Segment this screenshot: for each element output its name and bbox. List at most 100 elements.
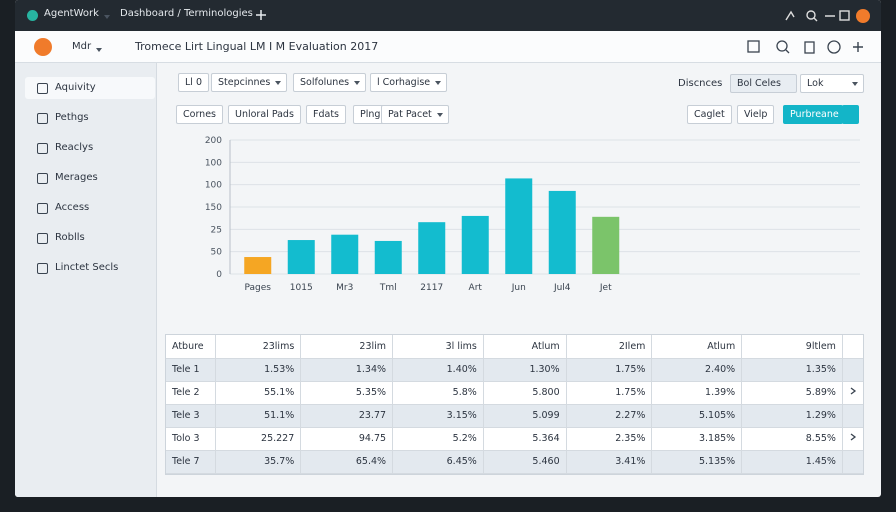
row-action[interactable] <box>842 427 863 451</box>
x-tick-label: Mr3 <box>336 283 353 293</box>
table-cell: Atlum <box>483 335 567 359</box>
table-cell: 1.45% <box>741 450 843 474</box>
bar <box>461 215 489 274</box>
filter-button[interactable]: Solfolunes <box>293 73 367 92</box>
sidebar-item[interactable]: Linctet Secls <box>25 257 155 279</box>
table-cell: Atbure <box>166 335 217 359</box>
sidebar-item[interactable]: Merages <box>25 167 155 189</box>
data-table: Atbure 23lims 23lim 3l lims Atlum 2Ilem Atlum 9… <box>166 335 863 474</box>
row-action <box>842 335 863 359</box>
action-button[interactable]: Caglet <box>687 105 732 124</box>
table-cell: 23lim <box>300 335 394 359</box>
screen: AgentWork Dashboard / Terminologies Mdr … <box>15 0 881 497</box>
row-action[interactable] <box>842 381 863 405</box>
table-cell: Atlum <box>651 335 743 359</box>
table-cell: 5.89% <box>741 381 843 405</box>
bar <box>548 190 576 274</box>
action-button[interactable]: Cornes <box>176 105 223 124</box>
table-cell: 55.1% <box>215 381 302 405</box>
filter-button[interactable]: l Corhagise <box>370 73 448 92</box>
y-tick-label: 200 <box>205 136 222 146</box>
sidebar: Aquivity Pethgs Reaclys Merages Access Roblls… <box>15 63 157 497</box>
table-cell: 5.105% <box>651 404 743 428</box>
x-tick-label: Tml <box>379 283 397 293</box>
table-cell: 9ltlem <box>741 335 843 359</box>
table-cell: 1.29% <box>741 404 843 428</box>
table-cell: Tele 2 <box>166 381 217 405</box>
table-cell: 3.185% <box>651 427 743 451</box>
x-tick-label: Pages <box>245 283 272 293</box>
sidebar-item[interactable]: Access <box>25 197 155 219</box>
y-tick-label: 150 <box>205 203 222 213</box>
logo <box>27 10 38 21</box>
table-cell: 51.1% <box>215 404 302 428</box>
action-button[interactable]: Vielp <box>737 105 775 124</box>
table-cell: 3.41% <box>566 450 653 474</box>
table-cell: Tele 1 <box>166 358 217 382</box>
table-cell: 2.27% <box>566 404 653 428</box>
y-tick-label: 100 <box>205 181 222 191</box>
filter-button[interactable]: Ll 0 <box>178 73 209 92</box>
table-cell: 35.7% <box>215 450 302 474</box>
x-tick-label: 2117 <box>420 283 443 293</box>
table-row: Tele 1 1.53% 1.34% 1.40% 1.30% 1.75% 2.40% 1.35… <box>166 358 863 382</box>
new-tab[interactable] <box>255 9 267 21</box>
sidebar-item[interactable]: Roblls <box>25 227 155 249</box>
table-cell: 2.40% <box>651 358 743 382</box>
table-cell: 5.099 <box>483 404 567 428</box>
table-cell: 3l lims <box>392 335 484 359</box>
table-cell: 2Ilem <box>566 335 653 359</box>
filter-select[interactable]: Bol Celes <box>730 74 797 93</box>
table-cell: 8.55% <box>741 427 843 451</box>
filter-button[interactable]: Stepcinnes <box>211 73 288 92</box>
table-cell: 1.30% <box>483 358 567 382</box>
table-cell: 25.227 <box>215 427 302 451</box>
table-cell: 2.35% <box>566 427 653 451</box>
table-cell: Tolo 3 <box>166 427 217 451</box>
workspace-switcher[interactable]: AgentWork <box>44 8 115 19</box>
x-tick-label: Art <box>469 283 483 293</box>
tab[interactable]: Dashboard / Terminologies <box>120 8 253 19</box>
action-button[interactable]: Pat Pacet <box>381 105 449 124</box>
table-cell: 5.8% <box>392 381 484 405</box>
table-wrap: Atbure 23lims 23lim 3l lims Atlum 2Ilem Atlum 9… <box>165 334 864 475</box>
table-cell: 65.4% <box>300 450 394 474</box>
primary-split[interactable] <box>842 105 859 124</box>
page-title: Tromece Lirt Lingual LM I M Evaluation 2… <box>135 40 379 53</box>
action-button[interactable]: Fdats <box>306 105 346 124</box>
y-tick-label: 25 <box>211 225 222 235</box>
sidebar-item[interactable]: Aquivity <box>25 77 155 99</box>
table-cell: 5.364 <box>483 427 567 451</box>
table-cell: 1.35% <box>741 358 843 382</box>
x-tick-label: 1015 <box>290 283 313 293</box>
table-cell: 1.75% <box>566 381 653 405</box>
back-button[interactable]: Mdr <box>62 41 107 52</box>
sidebar-item[interactable]: Reaclys <box>25 137 155 159</box>
bar <box>505 178 533 274</box>
row-action <box>842 450 863 474</box>
table-cell: 5.460 <box>483 450 567 474</box>
table-cell: 1.40% <box>392 358 484 382</box>
filter-dropdown[interactable]: Lok <box>800 74 864 93</box>
y-tick-label: 50 <box>211 248 223 258</box>
bar <box>592 216 620 274</box>
primary-button[interactable]: Purbreane <box>783 105 843 124</box>
bar-chart: 0 50 25 150 100 100 200 Pages 1015 Mr3 Tml 2117 Art J… <box>205 136 860 293</box>
table-cell: 6.45% <box>392 450 484 474</box>
table-row: Tele 2 55.1% 5.35% 5.8% 5.800 1.75% 1.39% 5.89% <box>166 381 863 405</box>
action-button[interactable]: Unloral Pads <box>228 105 301 124</box>
chevron <box>850 433 857 441</box>
sidebar-item[interactable]: Pethgs <box>25 107 155 129</box>
chevron <box>850 387 857 395</box>
table-cell: 5.35% <box>300 381 394 405</box>
workspace: AgentWork <box>44 8 99 19</box>
avatar[interactable] <box>34 38 52 56</box>
y-tick-label: 100 <box>205 158 222 168</box>
x-tick-label: Jul4 <box>553 283 571 293</box>
bar <box>287 240 315 274</box>
table-cell: Tele 7 <box>166 450 217 474</box>
bar <box>418 222 446 274</box>
back-label: Mdr <box>72 41 92 52</box>
table-cell: 94.75 <box>300 427 394 451</box>
table-cell: Tele 3 <box>166 404 217 428</box>
